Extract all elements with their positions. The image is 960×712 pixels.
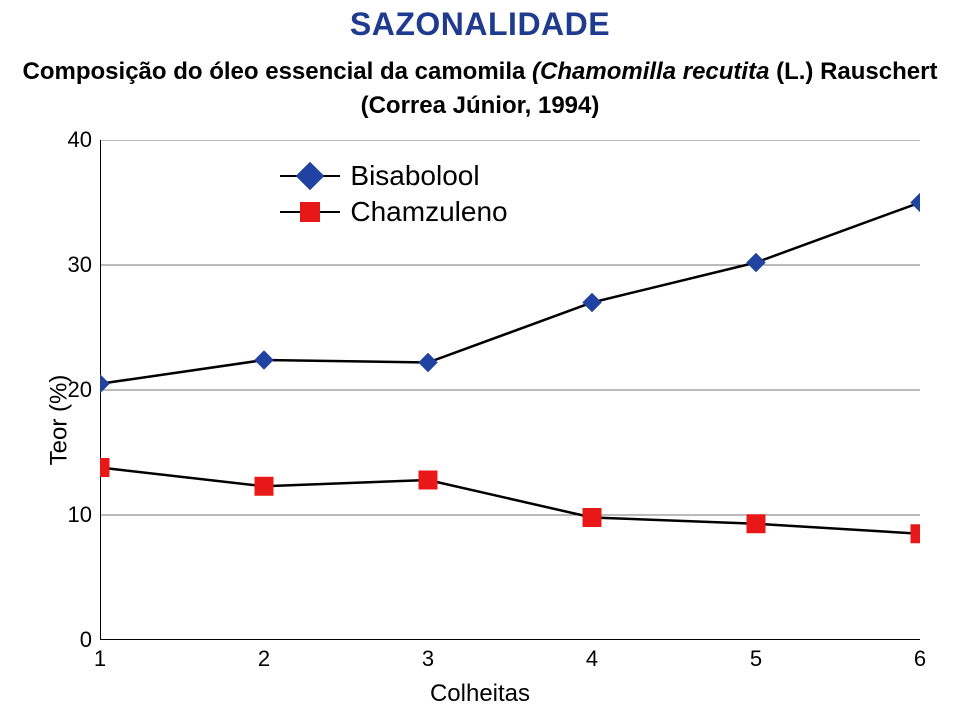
plot-area: 010203040123456BisaboloolChamzuleno xyxy=(100,140,920,640)
series-line xyxy=(100,468,920,534)
legend-label: Chamzuleno xyxy=(350,196,507,228)
diamond-icon xyxy=(296,162,324,190)
legend-line-icon xyxy=(280,175,340,178)
diamond-marker xyxy=(911,194,920,212)
page: SAZONALIDADE Composição do óleo essencia… xyxy=(0,0,960,712)
sub-subtitle: (Correa Júnior, 1994) xyxy=(0,92,960,120)
legend-row: Bisabolool xyxy=(280,160,507,192)
y-tick-label: 30 xyxy=(68,252,92,278)
x-tick-label: 3 xyxy=(422,646,434,672)
legend: Bisabolool Chamzuleno xyxy=(280,160,507,232)
subtitle-text-1: Composição do óleo essencial da camomila xyxy=(23,58,533,85)
subtitle-text-2: (L.) Rauschert xyxy=(769,58,937,85)
square-marker xyxy=(419,471,437,489)
chart-svg xyxy=(100,140,920,640)
x-tick-label: 5 xyxy=(750,646,762,672)
chart: Teor (%) 010203040123456BisaboloolChamzu… xyxy=(0,130,960,710)
legend-label: Bisabolool xyxy=(350,160,479,192)
subtitle: Composição do óleo essencial da camomila… xyxy=(0,58,960,86)
square-icon xyxy=(300,202,320,222)
diamond-marker xyxy=(255,351,273,369)
x-tick-label: 6 xyxy=(914,646,926,672)
diamond-marker xyxy=(747,254,765,272)
square-marker xyxy=(911,525,920,543)
legend-line-icon xyxy=(280,211,340,214)
y-tick-label: 0 xyxy=(80,627,92,653)
square-marker xyxy=(583,509,601,527)
square-marker xyxy=(747,515,765,533)
diamond-marker xyxy=(419,354,437,372)
x-axis-label: Colheitas xyxy=(0,680,960,708)
x-tick-label: 1 xyxy=(94,646,106,672)
y-tick-label: 10 xyxy=(68,502,92,528)
square-marker xyxy=(255,477,273,495)
subtitle-italic: (Chamomilla recutita xyxy=(532,58,769,85)
y-tick-label: 20 xyxy=(68,377,92,403)
square-marker xyxy=(100,459,109,477)
diamond-marker xyxy=(583,294,601,312)
x-tick-label: 2 xyxy=(258,646,270,672)
legend-row: Chamzuleno xyxy=(280,196,507,228)
page-title: SAZONALIDADE xyxy=(0,6,960,43)
x-tick-label: 4 xyxy=(586,646,598,672)
y-tick-label: 40 xyxy=(68,127,92,153)
series-line xyxy=(100,203,920,384)
